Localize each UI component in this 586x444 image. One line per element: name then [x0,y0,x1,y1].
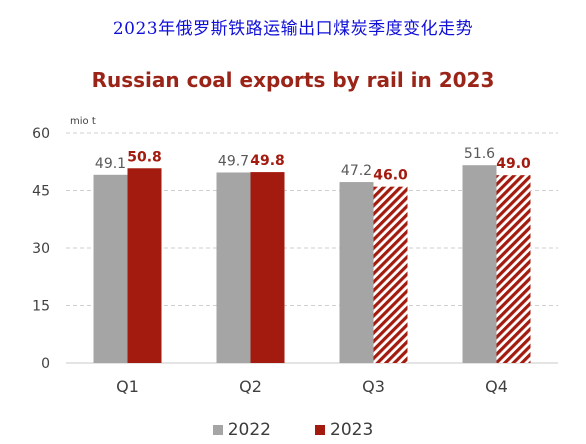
data-labels: 49.1 50.8 49.7 49.8 47.2 46.0 51.649.0 [95,146,531,183]
y-tick-label: 45 [32,184,50,200]
legend-item-2022: 2022 [212,420,271,440]
legend-swatch-2022 [212,425,223,435]
bar-2023-Q4 [496,175,531,363]
x-axis-categories: Q1 Q2 Q3 Q4 [116,377,508,396]
bar-2022-Q4 [462,165,497,363]
bars [93,165,531,363]
bar-2023-Q3 [373,186,408,363]
legend-item-2023: 2023 [315,420,373,440]
legend-swatch-2023 [315,425,325,435]
x-category-label: Q4 [485,377,508,396]
data-label-2022-Q2: 49.7 [218,153,249,169]
chart-legend: 2022 2023 [0,420,586,440]
legend-label-2023: 2023 [330,420,374,440]
legend-label-2022: 2022 [227,420,271,440]
chinese-page-title: 2023年俄罗斯铁路运输出口煤炭季度变化走势 [112,19,474,39]
bar-2022-Q1 [93,174,128,363]
data-label-2023-Q2: 49.8 [250,153,285,169]
bar-2023-Q1 [127,168,162,363]
y-axis-unit-label: mio t [70,116,96,127]
y-tick-label: 0 [41,356,50,372]
bar-2022-Q3 [339,182,374,363]
y-tick-label: 60 [32,126,50,142]
chart-title: Russian coal exports by rail in 2023 [91,68,495,92]
y-tick-label: 15 [32,299,50,315]
data-label-2022-Q3: 47.2 [341,163,372,179]
data-label-2022-Q1: 49.1 [95,156,126,172]
bar-2023-Q2 [250,172,285,363]
y-axis-ticks: 0 15 30 45 60 [32,126,50,372]
x-category-label: Q2 [239,377,262,396]
data-label-2023-Q3: 46.0 [373,168,408,184]
x-category-label: Q1 [116,377,139,396]
x-category-label: Q3 [362,377,385,396]
data-label-2023-Q4: 49.0 [496,156,531,172]
bar-2022-Q2 [216,172,251,363]
data-label-2023-Q1: 50.8 [127,149,162,165]
data-label-2022-Q4: 51.6 [464,146,495,162]
y-tick-label: 30 [32,241,50,257]
